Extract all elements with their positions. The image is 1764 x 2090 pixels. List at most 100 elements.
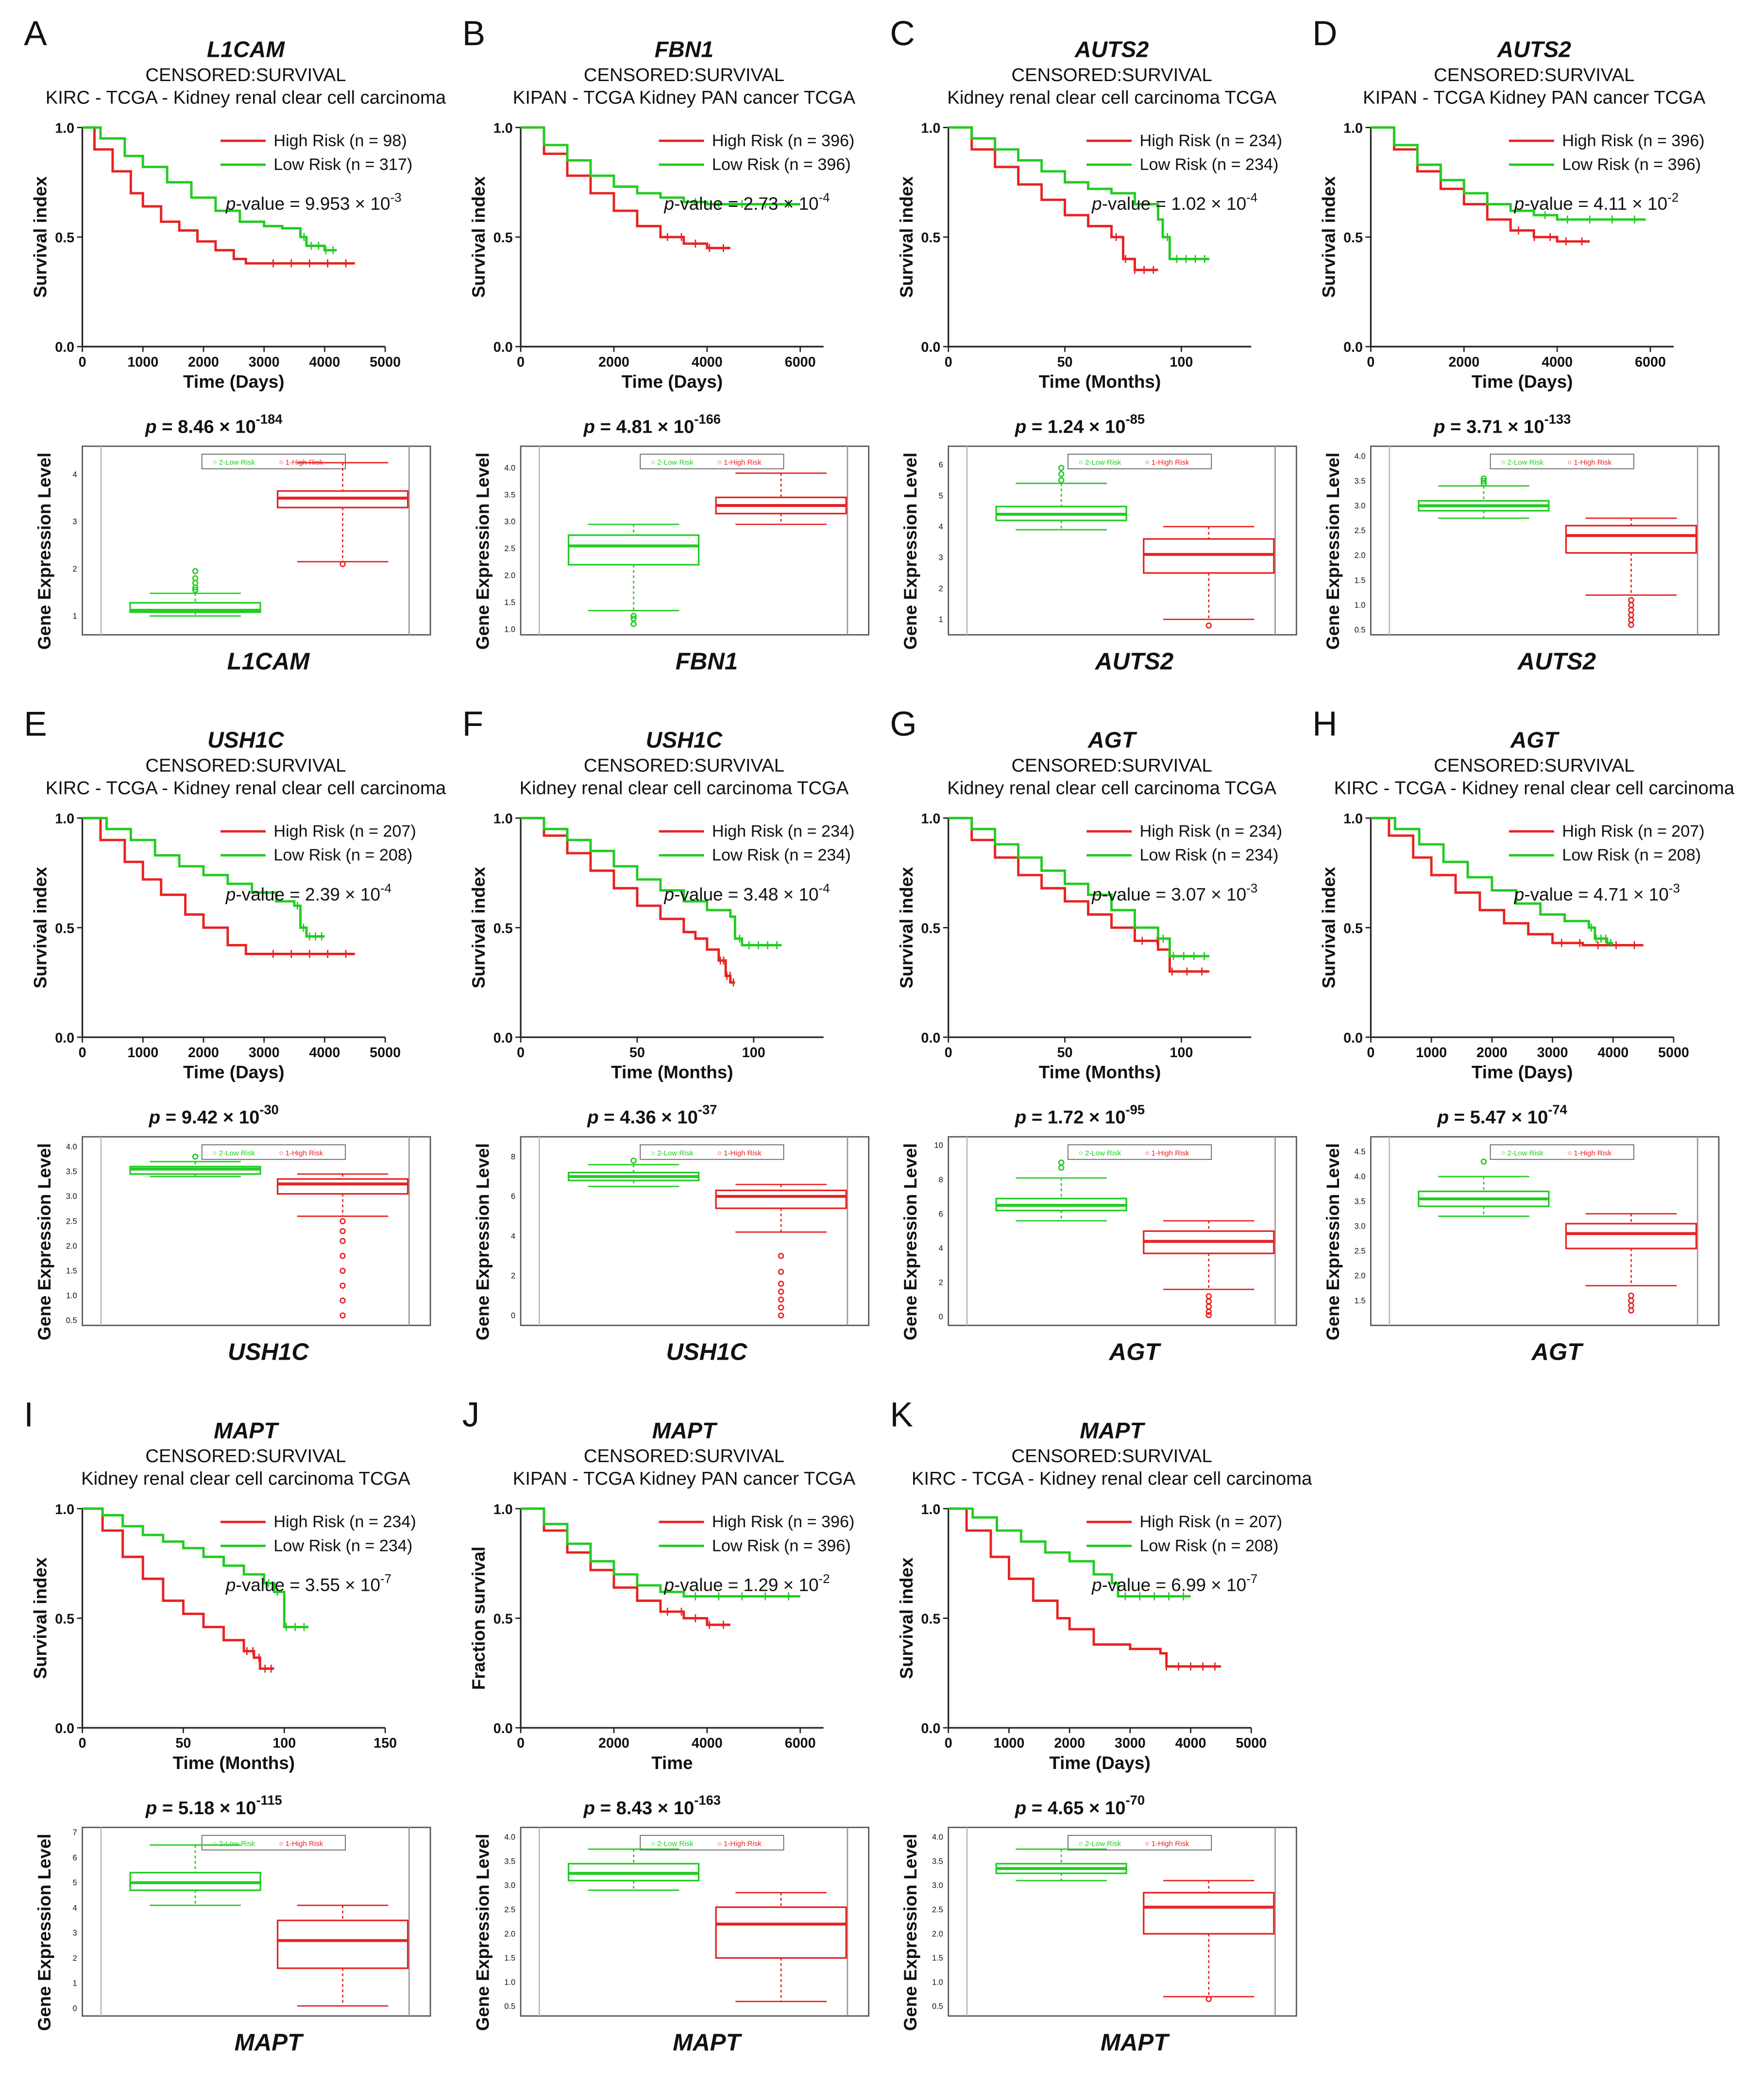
- box-pvalue-p: p: [587, 1107, 598, 1128]
- box-outlier: [1628, 602, 1634, 608]
- km-y-tick-label: 1.0: [921, 120, 940, 136]
- box-outlier: [778, 1268, 784, 1275]
- km-y-tick-label: 1.0: [1343, 120, 1363, 136]
- km-x-tick-label: 2000: [598, 354, 629, 370]
- km-x-tick-label: 5000: [1236, 1736, 1267, 1751]
- box-y-tick-label: 3.5: [504, 490, 515, 499]
- km-y-tick-label: 1.0: [493, 1502, 513, 1517]
- km-x-tick-label: 4000: [692, 354, 723, 370]
- box-legend: [201, 454, 346, 470]
- km-pvalue-p: p: [1091, 1575, 1102, 1595]
- km-x-tick-label: 4000: [1175, 1736, 1206, 1751]
- km-x-tick-label: 0: [945, 1736, 952, 1751]
- box-gene-label: AGT: [1530, 1339, 1584, 1365]
- km-x-tick-label: 100: [1170, 354, 1193, 370]
- km-legend-low-label: Low Risk (n = 208): [1562, 846, 1701, 864]
- km-pvalue-exp: -3: [390, 190, 402, 205]
- km-x-tick-label: 0: [1367, 354, 1374, 370]
- km-legend-high-label: High Risk (n = 396): [1562, 132, 1704, 150]
- km-x-tick-label: 5000: [1658, 1045, 1689, 1061]
- km-gene-title: USH1C: [207, 727, 285, 753]
- km-cohort: KIPAN - TCGA Kidney PAN cancer TCGA: [1363, 87, 1706, 108]
- panel-letter: D: [1312, 15, 1337, 53]
- km-curve-high-risk: [948, 1507, 1221, 1668]
- km-gene-title: MAPT: [1080, 1418, 1145, 1443]
- km-y-axis-label: Survival index: [897, 1557, 916, 1679]
- km-pvalue-exp: -4: [819, 881, 830, 895]
- box-y-tick-label: 0: [511, 1311, 515, 1320]
- box-y-tick-label: 2.5: [1355, 526, 1366, 535]
- box-y-tick-label: 4.0: [66, 1143, 77, 1151]
- km-y-tick-label: 0.5: [921, 1611, 940, 1627]
- km-x-tick-label: 2000: [1476, 1045, 1508, 1061]
- box-outlier: [1628, 607, 1634, 613]
- box-pvalue-exp: -85: [1126, 411, 1145, 426]
- box-high-risk: [1143, 526, 1275, 629]
- box-outlier: [192, 587, 199, 593]
- box-pvalue-exp: -133: [1544, 411, 1571, 426]
- km-pvalue-p: p: [1514, 194, 1525, 214]
- box-legend-low: ○ 2-Low Risk: [651, 1840, 694, 1848]
- km-x-tick-label: 5000: [370, 354, 401, 370]
- km-x-tick-label: 0: [945, 354, 952, 370]
- box-outlier: [1628, 597, 1634, 604]
- km-pvalue: p-value = 3.07 × 10-3: [1091, 881, 1257, 904]
- km-cohort: Kidney renal clear cell carcinoma TCGA: [947, 777, 1276, 798]
- box-y-tick-label: 1: [939, 615, 943, 624]
- km-pvalue: p-value = 3.48 × 10-4: [663, 881, 830, 904]
- box-y-tick-label: 2.0: [1355, 551, 1366, 560]
- km-cohort: KIRC - TCGA - Kidney renal clear cell ca…: [46, 777, 446, 798]
- km-x-tick-label: 0: [79, 1045, 86, 1061]
- km-subtitle: CENSORED:SURVIVAL: [584, 65, 784, 85]
- box-frame: [948, 445, 1297, 636]
- box-outlier: [1628, 1307, 1634, 1314]
- box-y-tick-label: 1.5: [932, 1954, 943, 1963]
- box-gene-label: L1CAM: [227, 648, 310, 674]
- km-pvalue-text: -value = 2.39 × 10: [236, 884, 380, 904]
- box-high-risk: [276, 1905, 409, 2007]
- box-y-tick-label: 4: [939, 522, 943, 531]
- km-x-tick-label: 4000: [692, 1736, 723, 1751]
- km-x-tick-label: 0: [79, 1736, 86, 1751]
- km-pvalue: p-value = 1.02 × 10-4: [1091, 190, 1257, 214]
- km-y-tick-label: 0.5: [921, 921, 940, 936]
- km-gene-title: MAPT: [652, 1418, 718, 1443]
- box-pvalue: p = 4.36 × 10-37: [587, 1102, 717, 1128]
- box-y-tick-label: 2.0: [1355, 1272, 1366, 1281]
- km-y-tick-label: 0.0: [921, 1030, 940, 1046]
- box-pvalue-exp: -37: [698, 1102, 717, 1117]
- km-y-axis-label: Survival index: [31, 867, 51, 989]
- box-legend: [1490, 1144, 1634, 1160]
- km-legend-high-label: High Risk (n = 396): [712, 1513, 854, 1531]
- km-x-tick-label: 0: [517, 1045, 525, 1061]
- box-y-tick-label: 4.5: [1355, 1147, 1366, 1156]
- km-legend-high-label: High Risk (n = 207): [1562, 822, 1704, 841]
- box-y-tick-label: 8: [511, 1152, 515, 1161]
- box-pvalue-text: = 4.36 × 10: [599, 1107, 698, 1128]
- km-pvalue: p-value = 1.29 × 10-2: [663, 1571, 830, 1595]
- box-y-tick-label: 1.5: [66, 1266, 77, 1275]
- km-legend-low-label: Low Risk (n = 317): [273, 155, 412, 174]
- box-pvalue: p = 3.71 × 10-133: [1433, 411, 1571, 437]
- km-y-tick-label: 0.5: [493, 921, 513, 936]
- box-y-axis-label: Gene Expression Level: [900, 453, 920, 650]
- box-high-risk: [715, 1183, 847, 1319]
- box-frame: [520, 1826, 869, 2017]
- box-pvalue-exp: -30: [259, 1102, 279, 1117]
- km-curve-low-risk: [1371, 126, 1646, 221]
- box-pvalue-text: = 1.24 × 10: [1026, 417, 1125, 438]
- km-subtitle: CENSORED:SURVIVAL: [1434, 65, 1634, 85]
- km-curve-high-risk: [82, 817, 355, 955]
- km-y-tick-label: 0.5: [921, 230, 940, 246]
- box-y-tick-label: 6: [939, 1210, 943, 1218]
- km-subtitle: CENSORED:SURVIVAL: [584, 755, 784, 776]
- box-pvalue-text: = 5.47 × 10: [1449, 1107, 1548, 1128]
- box-legend-high: ○ 1-High Risk: [279, 1840, 323, 1848]
- box-y-tick-label: 6: [511, 1192, 515, 1201]
- km-subtitle: CENSORED:SURVIVAL: [145, 755, 346, 776]
- km-gene-title: L1CAM: [207, 37, 285, 62]
- km-legend-high-label: High Risk (n = 396): [712, 132, 854, 150]
- km-cohort: Kidney renal clear cell carcinoma TCGA: [947, 87, 1276, 108]
